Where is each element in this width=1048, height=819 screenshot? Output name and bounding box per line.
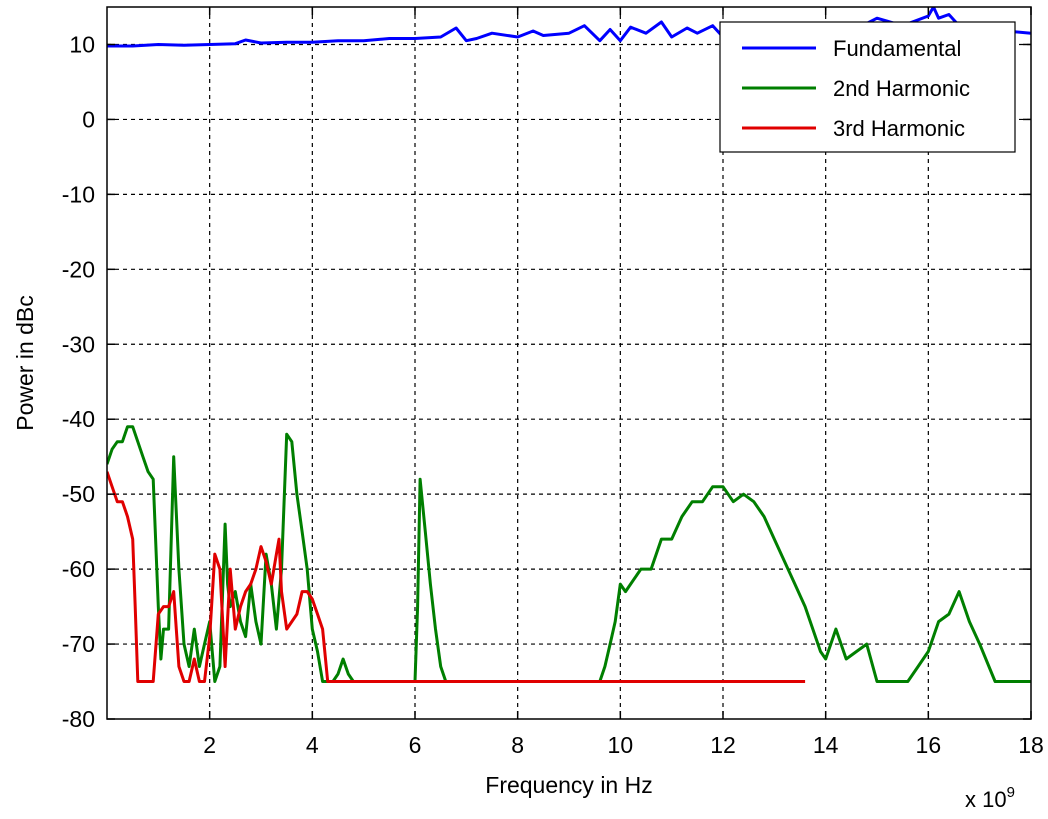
x-tick-label: 14 (813, 732, 839, 758)
x-tick-label: 16 (916, 732, 942, 758)
x-axis-exponent-power: 9 (1007, 784, 1015, 801)
legend-label-2nd-harmonic: 2nd Harmonic (833, 76, 970, 101)
y-tick-label: -10 (62, 181, 95, 207)
x-tick-label: 12 (710, 732, 736, 758)
y-tick-label: -40 (62, 406, 95, 432)
x-tick-label: 10 (608, 732, 634, 758)
x-axis-exponent-base: x 10 (965, 787, 1007, 812)
y-tick-label: 0 (82, 106, 95, 132)
y-axis-label: Power in dBc (12, 295, 38, 431)
legend: Fundamental 2nd Harmonic 3rd Harmonic (719, 21, 1016, 153)
legend-label-3rd-harmonic: 3rd Harmonic (833, 116, 965, 141)
x-tick-label: 2 (203, 732, 216, 758)
legend-items: Fundamental 2nd Harmonic 3rd Harmonic (742, 36, 970, 141)
series-line-3rd-harmonic (107, 471, 806, 683)
x-axis-exponent: x 109 (965, 784, 1015, 812)
y-tick-label: -20 (62, 256, 95, 282)
legend-label-fundamental: Fundamental (833, 36, 961, 61)
y-tick-label: -60 (62, 556, 95, 582)
x-axis-label: Frequency in Hz (485, 772, 652, 798)
y-tick-label: -80 (62, 706, 95, 732)
x-tick-label: 4 (306, 732, 319, 758)
y-tick-label: -70 (62, 631, 95, 657)
x-tick-label: 8 (511, 732, 524, 758)
y-tick-label: -50 (62, 481, 95, 507)
x-tick-label: 6 (409, 732, 422, 758)
x-tick-label: 18 (1018, 732, 1044, 758)
axis-ticks (107, 7, 1032, 720)
y-tick-label: -30 (62, 331, 95, 357)
plot-frame (106, 6, 1032, 720)
y-tick-label: 10 (69, 31, 95, 57)
series-line-2nd-harmonic (107, 425, 1031, 683)
tick-labels: 2 4 6 8 10 12 14 16 18 10 0 -10 -20 -30 -40 -50 -60 -70 -8… (62, 31, 1044, 758)
